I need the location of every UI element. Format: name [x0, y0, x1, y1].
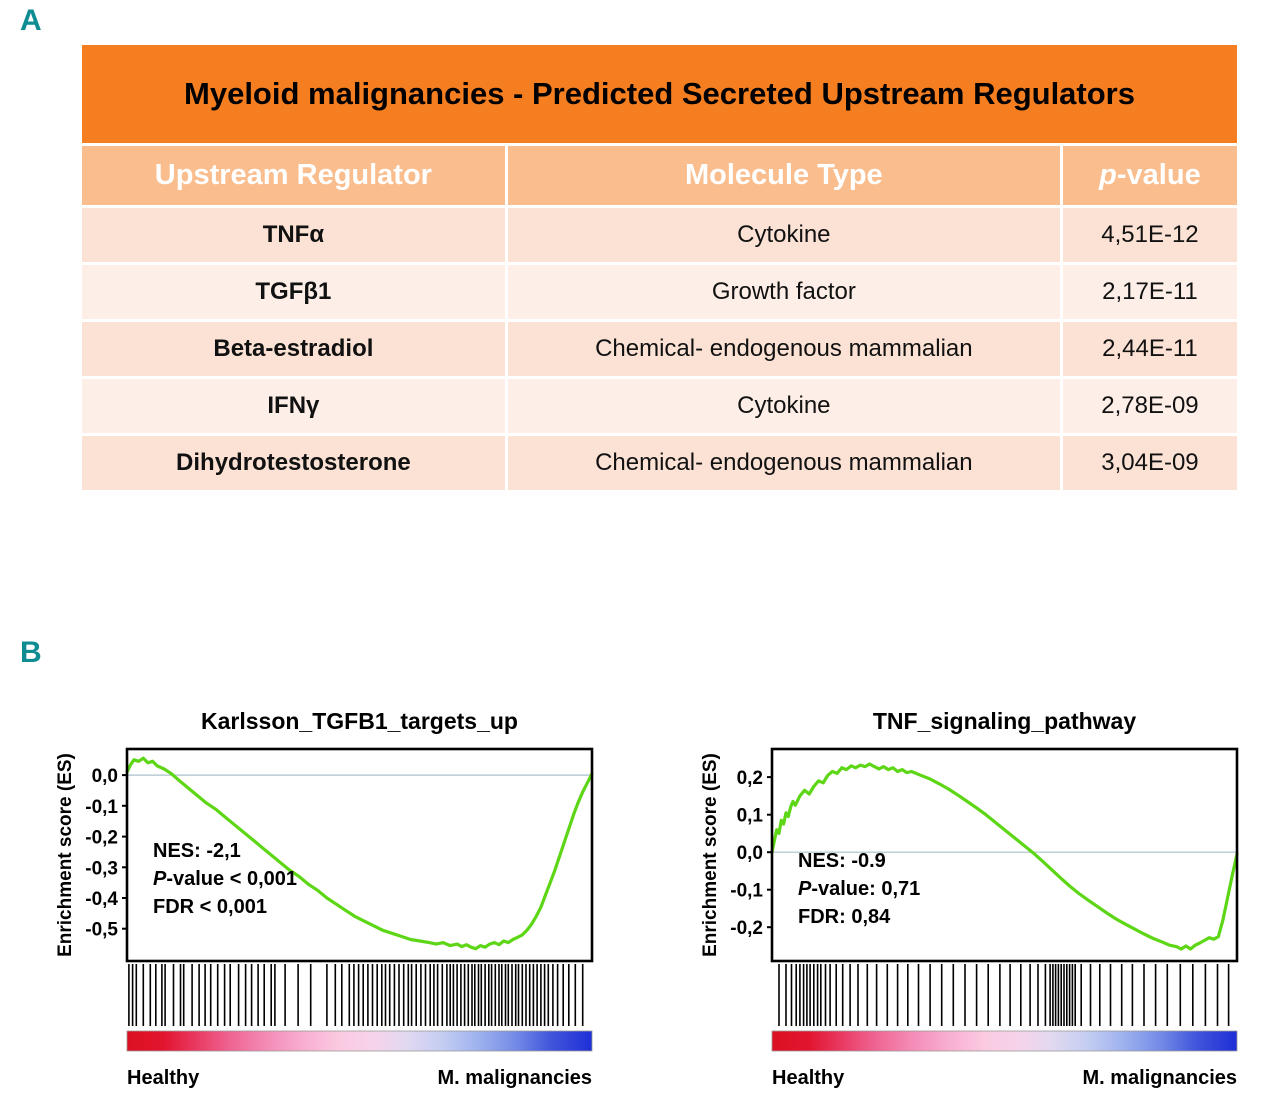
- plot-frame: [770, 747, 1239, 963]
- chart-title: Karlsson_TGFB1_targets_up: [201, 708, 518, 734]
- gsea-plot-tnf-signaling: TNF_signaling_pathway 0,2 0,1 0,0 -0,1 -0,2 E…: [700, 705, 1245, 1090]
- phenotype-labels: Healthy M. malignancies: [772, 1067, 1237, 1090]
- column-header: Molecule Type: [507, 146, 1060, 205]
- es-curve: [770, 762, 1239, 951]
- phenotype-labels: Healthy M. malignancies: [127, 1067, 592, 1090]
- y-axis-label: Enrichment score (ES): [55, 753, 76, 957]
- stats-annotation: P-value: 0,71: [798, 878, 920, 900]
- y-tick-label: -0,1: [85, 797, 118, 818]
- gsea-chart-area: 0,2 0,1 0,0 -0,1 -0,2 Enrichment score (ES) NE…: [700, 747, 1239, 1052]
- upstream-regulators-table: Myeloid malignancies - Predicted Secrete…: [82, 45, 1237, 490]
- y-axis-label: Enrichment score (ES): [700, 753, 721, 957]
- phenotype-left-label: Healthy: [772, 1067, 845, 1089]
- y-tick-label: -0,3: [85, 858, 118, 879]
- table-cell: Dihydrotestosterone: [82, 436, 505, 490]
- stats-annotation: FDR: 0,84: [798, 906, 891, 928]
- table-cell: Chemical- endogenous mammalian: [507, 436, 1060, 490]
- y-tick-label: 0,0: [737, 843, 763, 864]
- panel-a-label: A: [20, 4, 42, 37]
- table-cell: Cytokine: [507, 208, 1060, 262]
- y-tick-label: -0,1: [730, 881, 763, 902]
- es-curve: [125, 756, 594, 951]
- stats-annotation: NES: -2,1: [153, 840, 241, 862]
- table-cell: Beta-estradiol: [82, 322, 505, 376]
- column-header: Upstream Regulator: [82, 146, 505, 205]
- y-tick-label: -0,2: [730, 918, 763, 939]
- table-cell: IFNγ: [82, 379, 505, 433]
- y-tick-label: 0,1: [737, 806, 764, 827]
- table-cell: 2,44E-11: [1062, 322, 1237, 376]
- table-cell: 2,17E-11: [1062, 265, 1237, 319]
- phenotype-gradient: [126, 1030, 593, 1052]
- table-cell: 3,04E-09: [1062, 436, 1237, 490]
- stats-annotation: FDR < 0,001: [153, 896, 267, 918]
- y-tick-label: -0,4: [85, 889, 118, 910]
- gsea-plot-tgfb1-targets: Karlsson_TGFB1_targets_up 0,0 -0,1 -0,2 -0,…: [55, 705, 600, 1090]
- table-cell: 4,51E-12: [1062, 208, 1237, 262]
- table-title: Myeloid malignancies - Predicted Secrete…: [82, 45, 1237, 143]
- table-row: TNFα Cytokine 4,51E-12: [82, 208, 1237, 262]
- stats-annotation: P-value < 0,001: [153, 868, 297, 890]
- column-header: p-value: [1062, 146, 1237, 205]
- table-cell: TNFα: [82, 208, 505, 262]
- y-tick-label: 0,0: [92, 766, 118, 787]
- gsea-chart-area: 0,0 -0,1 -0,2 -0,3 -0,4 -0,5 Enrichment score …: [55, 747, 594, 1052]
- stats-annotation: NES: -0.9: [798, 850, 886, 872]
- table-cell: Chemical- endogenous mammalian: [507, 322, 1060, 376]
- table-cell: Cytokine: [507, 379, 1060, 433]
- phenotype-gradient: [771, 1030, 1238, 1052]
- table-cell: 2,78E-09: [1062, 379, 1237, 433]
- table-cell: TGFβ1: [82, 265, 505, 319]
- plot-frame: [125, 747, 594, 963]
- chart-title: TNF_signaling_pathway: [872, 708, 1137, 734]
- table-row: Dihydrotestosterone Chemical- endogenous …: [82, 436, 1237, 490]
- panel-b-label: B: [20, 636, 42, 669]
- y-tick-label: -0,5: [85, 920, 118, 941]
- phenotype-right-label: M. malignancies: [1082, 1067, 1238, 1089]
- y-tick-label: 0,2: [737, 768, 763, 789]
- table-row: TGFβ1 Growth factor 2,17E-11: [82, 265, 1237, 319]
- phenotype-left-label: Healthy: [127, 1067, 200, 1089]
- table-cell: Growth factor: [507, 265, 1060, 319]
- table-row: Beta-estradiol Chemical- endogenous mamma…: [82, 322, 1237, 376]
- table-body: TNFα Cytokine 4,51E-12 TGFβ1 Growth factor 2,…: [82, 208, 1237, 490]
- table-row: IFNγ Cytokine 2,78E-09: [82, 379, 1237, 433]
- phenotype-right-label: M. malignancies: [437, 1067, 593, 1089]
- table-header-row: Upstream Regulator Molecule Type p-value: [82, 146, 1237, 205]
- y-tick-label: -0,2: [85, 828, 118, 849]
